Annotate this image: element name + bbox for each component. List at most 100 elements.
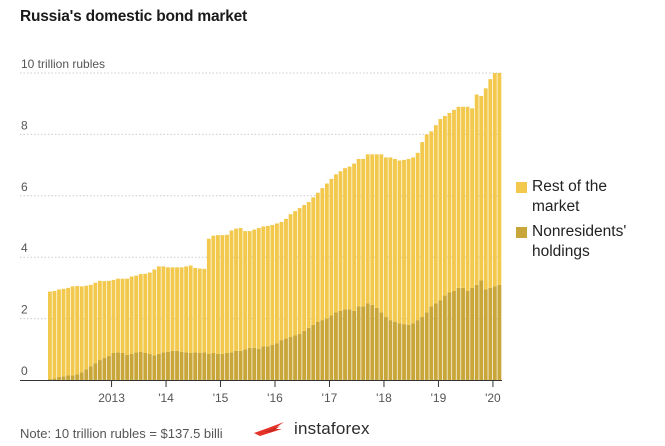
bar-nonresidents bbox=[388, 320, 393, 380]
bar-rest-of-market bbox=[215, 235, 220, 354]
bar-rest-of-market bbox=[88, 284, 93, 367]
y-tick-label: 8 bbox=[21, 118, 28, 132]
bar-rest-of-market bbox=[57, 289, 61, 377]
bar-rest-of-market bbox=[302, 205, 307, 331]
bar-rest-of-market bbox=[125, 278, 130, 355]
bar-rest-of-market bbox=[70, 286, 75, 376]
bar-rest-of-market bbox=[379, 154, 384, 313]
bar-rest-of-market bbox=[347, 166, 352, 310]
bar-nonresidents bbox=[234, 350, 238, 380]
bar-nonresidents bbox=[147, 353, 152, 380]
bar-rest-of-market bbox=[402, 159, 406, 325]
bar-nonresidents bbox=[293, 335, 297, 380]
bar-nonresidents bbox=[134, 352, 139, 380]
bar-nonresidents bbox=[211, 352, 216, 380]
bar-rest-of-market bbox=[311, 197, 316, 325]
bar-nonresidents bbox=[265, 346, 270, 380]
bar-rest-of-market bbox=[479, 96, 484, 281]
bar-rest-of-market bbox=[238, 228, 243, 351]
bar-nonresidents bbox=[320, 320, 325, 380]
bar-nonresidents bbox=[57, 376, 61, 380]
bar-rest-of-market bbox=[229, 230, 234, 353]
bar-rest-of-market bbox=[143, 273, 148, 353]
bar-rest-of-market bbox=[93, 282, 98, 364]
bar-rest-of-market bbox=[84, 285, 89, 370]
bar-nonresidents bbox=[370, 304, 375, 380]
bar-rest-of-market bbox=[48, 291, 52, 380]
bar-nonresidents bbox=[438, 300, 443, 380]
bar-nonresidents bbox=[256, 348, 261, 380]
y-tick-label: 6 bbox=[21, 180, 28, 194]
bar-rest-of-market bbox=[206, 238, 211, 354]
bar-rest-of-market bbox=[320, 188, 325, 321]
bar-nonresidents bbox=[329, 315, 334, 380]
watermark: instaforex bbox=[248, 411, 398, 446]
x-tick-label: '19 bbox=[431, 391, 447, 405]
bar-rest-of-market bbox=[107, 280, 111, 357]
bar-rest-of-market bbox=[393, 158, 397, 322]
bar-nonresidents bbox=[483, 289, 488, 380]
bar-nonresidents bbox=[406, 324, 411, 380]
bar-rest-of-market bbox=[102, 281, 107, 358]
bar-nonresidents bbox=[188, 352, 193, 380]
bar-nonresidents bbox=[302, 330, 307, 380]
bar-rest-of-market bbox=[166, 267, 170, 352]
footnote: Note: 10 trillion rubles = $137.5 billi bbox=[20, 426, 223, 441]
bar-rest-of-market bbox=[252, 229, 257, 348]
legend-item: Rest of the market bbox=[516, 177, 656, 217]
bar-nonresidents bbox=[393, 321, 397, 380]
bar-rest-of-market bbox=[483, 88, 488, 290]
bar-rest-of-market bbox=[297, 208, 302, 334]
bar-rest-of-market bbox=[370, 154, 375, 305]
bar-rest-of-market bbox=[261, 226, 266, 347]
bar-rest-of-market bbox=[188, 265, 193, 353]
bar-rest-of-market bbox=[134, 275, 139, 353]
bar-nonresidents bbox=[243, 349, 248, 380]
bar-rest-of-market bbox=[234, 228, 238, 351]
bar-rest-of-market bbox=[197, 268, 202, 353]
bar-nonresidents bbox=[152, 355, 157, 380]
bar-nonresidents bbox=[415, 320, 420, 380]
bar-nonresidents bbox=[120, 352, 125, 380]
bar-rest-of-market bbox=[152, 269, 157, 356]
bar-nonresidents bbox=[175, 350, 179, 380]
bar-nonresidents bbox=[365, 303, 370, 380]
bar-nonresidents bbox=[465, 290, 470, 380]
bar-nonresidents bbox=[66, 375, 70, 380]
bar-nonresidents bbox=[324, 318, 329, 380]
bar-nonresidents bbox=[111, 352, 116, 380]
bar-rest-of-market bbox=[492, 73, 497, 287]
bar-rest-of-market bbox=[406, 158, 411, 325]
bar-rest-of-market bbox=[452, 109, 456, 291]
legend-item: Nonresidents' holdings bbox=[516, 222, 656, 262]
bar-rest-of-market bbox=[361, 158, 366, 307]
bar-nonresidents bbox=[125, 354, 130, 380]
bar-rest-of-market bbox=[170, 267, 175, 351]
bar-nonresidents bbox=[225, 352, 229, 380]
bar-rest-of-market bbox=[420, 142, 425, 318]
chart-legend: Rest of the market Nonresidents' holdings bbox=[516, 177, 656, 267]
bar-nonresidents bbox=[424, 312, 429, 380]
bar-nonresidents bbox=[93, 363, 98, 380]
bar-rest-of-market bbox=[442, 115, 447, 296]
bar-nonresidents bbox=[361, 306, 366, 380]
bar-rest-of-market bbox=[470, 108, 475, 288]
bar-nonresidents bbox=[397, 323, 402, 380]
bar-rest-of-market bbox=[315, 192, 320, 322]
legend-swatch bbox=[516, 182, 527, 193]
bar-nonresidents bbox=[356, 306, 361, 380]
legend-label: Nonresidents' bbox=[532, 223, 627, 240]
bar-nonresidents bbox=[88, 366, 93, 380]
bar-rest-of-market bbox=[438, 119, 443, 301]
bar-nonresidents bbox=[220, 353, 225, 380]
x-tick-label: '15 bbox=[213, 391, 229, 405]
x-tick-label: '17 bbox=[322, 391, 338, 405]
bar-nonresidents bbox=[275, 343, 279, 380]
watermark-text: instaforex bbox=[294, 418, 370, 438]
bar-nonresidents bbox=[161, 352, 166, 380]
bar-rest-of-market bbox=[256, 228, 261, 349]
x-tick-label: '16 bbox=[267, 391, 283, 405]
bar-rest-of-market bbox=[243, 231, 248, 350]
bar-rest-of-market bbox=[111, 279, 116, 353]
bar-nonresidents bbox=[170, 350, 175, 380]
